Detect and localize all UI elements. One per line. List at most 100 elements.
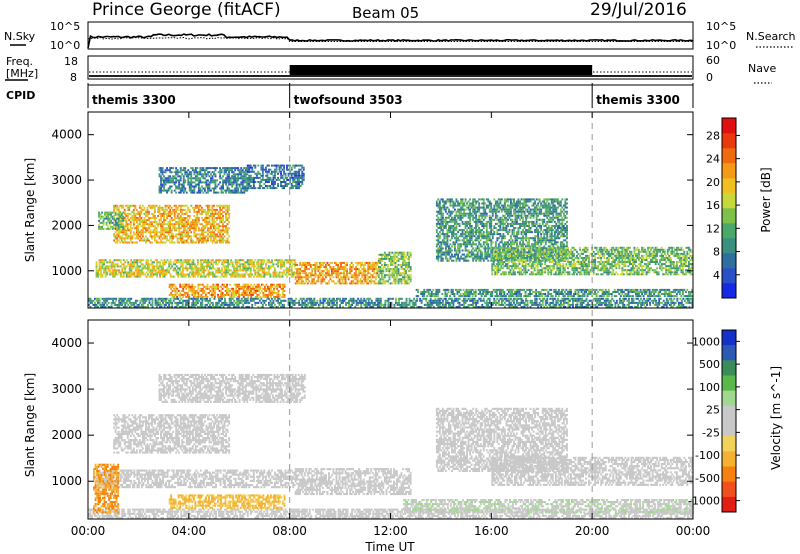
heatmap-cell	[258, 273, 261, 276]
heatmap-cell	[365, 270, 368, 273]
heatmap-cell	[228, 181, 231, 184]
heatmap-cell	[180, 293, 183, 296]
heatmap-cell	[160, 265, 163, 268]
heatmap-cell	[220, 187, 223, 190]
heatmap-cell	[252, 178, 255, 181]
heatmap-cell	[100, 259, 102, 262]
heatmap-cell	[184, 208, 187, 211]
heatmap-cell	[196, 301, 199, 304]
heatmap-cell	[174, 293, 177, 296]
heatmap-cell	[123, 208, 126, 211]
heatmap-cell	[284, 299, 287, 302]
heatmap-cell	[281, 164, 284, 167]
heatmap-cell	[228, 177, 231, 180]
heatmap-cell	[191, 177, 194, 180]
heatmap-cell	[265, 185, 267, 187]
heatmap-cell	[269, 303, 272, 306]
heatmap-cell	[207, 263, 210, 266]
heatmap-cell	[567, 306, 570, 308]
heatmap-cell	[435, 255, 438, 258]
heatmap-cell	[196, 183, 199, 186]
heatmap-cell	[239, 293, 242, 296]
heatmap-cell	[225, 171, 227, 174]
heatmap-cell	[160, 223, 162, 226]
heatmap-cell	[361, 276, 364, 279]
heatmap-cell	[97, 299, 99, 302]
heatmap-cell	[385, 264, 388, 266]
heatmap-cell	[222, 263, 225, 266]
heatmap-cell	[305, 272, 308, 275]
heatmap-cell	[199, 269, 202, 272]
heatmap-cell	[402, 257, 404, 260]
heatmap-cell	[244, 177, 247, 180]
heatmap-cell	[365, 280, 368, 283]
heatmap-cell	[156, 301, 158, 304]
heatmap-cell	[370, 274, 373, 277]
heatmap-cell	[99, 227, 102, 230]
heatmap-cell	[184, 241, 187, 244]
heatmap-cell	[455, 306, 458, 308]
heatmap-cell	[207, 217, 209, 219]
heatmap-cell	[259, 285, 262, 288]
heatmap-cell	[306, 276, 309, 279]
heatmap-cell	[163, 221, 165, 224]
heatmap-cell	[110, 273, 113, 276]
heatmap-cell	[251, 178, 254, 181]
heatmap-cell	[235, 289, 238, 292]
heatmap-cell	[337, 297, 340, 300]
heatmap-cell	[173, 235, 176, 238]
heatmap-cell	[159, 297, 161, 300]
heatmap-cell	[259, 296, 262, 298]
heatmap-cell	[248, 301, 251, 304]
heatmap-cell	[136, 263, 139, 266]
heatmap-cell	[380, 253, 383, 256]
heatmap-cell	[161, 189, 164, 192]
heatmap-cell	[215, 269, 217, 272]
heatmap-cell	[135, 221, 138, 224]
heatmap-cell	[246, 168, 249, 171]
heatmap-cell	[177, 293, 180, 296]
heatmap-cell	[438, 297, 441, 300]
heatmap-cell	[188, 283, 191, 286]
heatmap-cell	[192, 267, 195, 270]
heatmap-cell	[284, 183, 287, 185]
heatmap-cell	[208, 185, 211, 188]
heatmap-cell	[253, 287, 256, 290]
heatmap-cell	[98, 263, 101, 266]
heatmap-cell	[134, 269, 137, 272]
heatmap-cell	[435, 299, 438, 302]
heatmap-cell	[186, 273, 189, 276]
heatmap-cell	[395, 299, 397, 302]
heatmap-cell	[155, 231, 158, 234]
heatmap-cell	[167, 189, 170, 192]
heatmap-cell	[184, 167, 187, 170]
heatmap-cell	[299, 297, 302, 300]
heatmap-cell	[187, 169, 190, 172]
heatmap-cell	[537, 306, 540, 308]
heatmap-cell	[406, 264, 409, 266]
heatmap-cell	[244, 179, 247, 182]
heatmap-cell	[216, 179, 218, 182]
heatmap-cell	[142, 267, 145, 270]
heatmap-cell	[117, 223, 120, 226]
heatmap-cell	[240, 275, 243, 278]
heatmap-cell	[169, 204, 172, 207]
heatmap-cell	[688, 306, 691, 308]
heatmap-cell	[193, 189, 196, 192]
heatmap-cell	[463, 303, 465, 306]
heatmap-cell	[301, 297, 304, 300]
heatmap-cell	[292, 299, 295, 302]
heatmap-cell	[435, 243, 438, 246]
heatmap-cell	[658, 303, 661, 306]
heatmap-cell	[98, 299, 101, 302]
heatmap-cell	[287, 267, 290, 270]
heatmap-cell	[117, 229, 120, 232]
heatmap-cell	[437, 204, 440, 207]
heatmap-cell	[232, 293, 235, 296]
heatmap-cell	[104, 297, 107, 300]
heatmap-cell	[594, 299, 597, 302]
heatmap-cell	[380, 255, 383, 258]
heatmap-cell	[522, 301, 524, 304]
heatmap-cell	[253, 291, 256, 294]
heatmap-cell	[302, 272, 305, 275]
